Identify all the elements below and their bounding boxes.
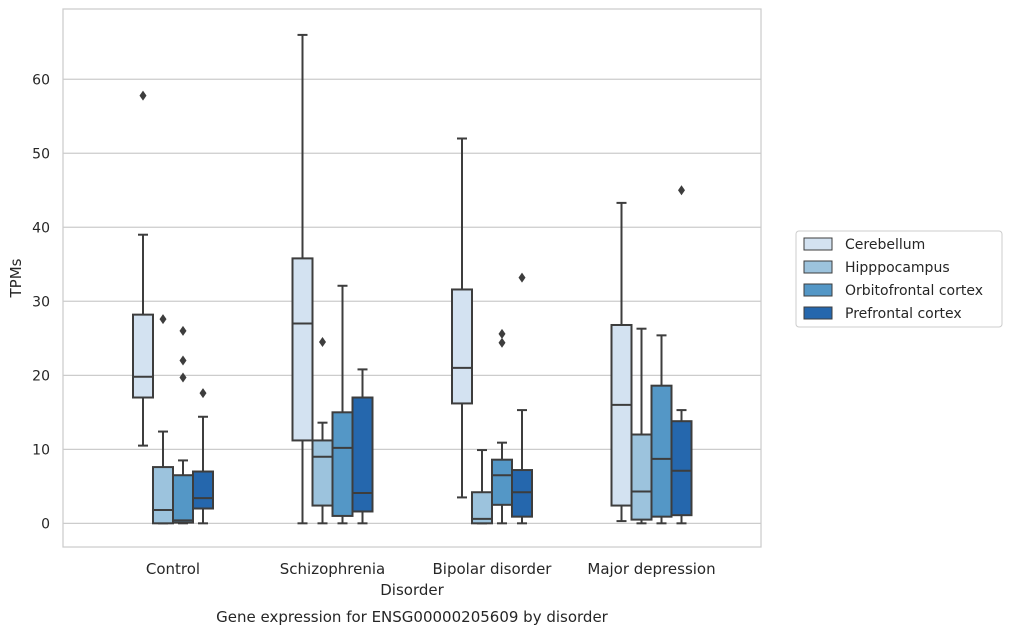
box-iqr (311, 439, 334, 507)
box-iqr (152, 466, 174, 525)
y-tick-labels: 0 10 20 30 40 50 60 (32, 72, 50, 532)
outlier-point (179, 355, 187, 366)
box-3-1 (351, 368, 374, 525)
outlier-point (139, 90, 147, 101)
box-2-2 (491, 328, 513, 525)
box-1-3 (630, 327, 653, 525)
box-iqr (610, 323, 633, 507)
x-axis-label: Disorder (380, 581, 444, 599)
legend-label: Hipppocampus (845, 260, 950, 276)
box-3-0 (192, 388, 214, 525)
outlier-point (498, 328, 506, 339)
y-tick-label: 20 (32, 368, 50, 384)
outlier-point (179, 325, 187, 336)
legend-frame (795, 230, 1003, 328)
outlier-point (319, 337, 326, 348)
y-tick-label: 40 (32, 220, 50, 236)
outlier-point (518, 272, 526, 283)
box-0-0 (132, 90, 154, 447)
box-iqr (650, 384, 673, 518)
y-tick-label: 0 (41, 516, 50, 532)
box-iqr (192, 470, 214, 510)
legend-label: Orbitofrontal cortex (845, 283, 983, 299)
y-tick-label: 30 (32, 294, 50, 310)
legend-swatch (803, 260, 833, 274)
y-tick-label: 60 (32, 72, 50, 88)
box-0-3 (610, 201, 633, 523)
box-iqr (351, 396, 374, 513)
x-tick-labels: Control Schizophrenia Bipolar disorder Majo… (146, 560, 716, 578)
x-tick-label: Bipolar disorder (433, 560, 553, 578)
box-0-1 (291, 33, 314, 525)
outlier-point (498, 337, 506, 348)
box-3-3 (670, 185, 693, 525)
x-tick-label: Schizophrenia (280, 560, 385, 578)
box-2-1 (331, 284, 354, 525)
legend: Cerebellum Hipppocampus Orbitofrontal cort… (795, 230, 1003, 328)
y-tick-label: 10 (32, 442, 50, 458)
box-iqr (132, 313, 154, 399)
box-3-2 (511, 272, 533, 525)
legend-label: Cerebellum (845, 237, 925, 253)
box-iqr (511, 469, 533, 518)
legend-swatch (803, 237, 833, 251)
box-iqr (670, 420, 693, 517)
x-tick-label: Major depression (587, 560, 715, 578)
outlier-point (179, 372, 187, 383)
legend-label: Prefrontal cortex (845, 306, 962, 322)
y-axis-label: TPMs (7, 258, 25, 298)
legend-swatch (803, 283, 833, 297)
box-iqr (451, 288, 473, 405)
box-1-2 (471, 449, 493, 525)
box-iqr (291, 257, 314, 442)
legend-swatch (803, 306, 833, 320)
outlier-point (159, 314, 167, 325)
box-groups (132, 33, 693, 525)
box-0-2 (451, 137, 473, 499)
outlier-point (199, 388, 207, 399)
box-iqr (630, 433, 653, 521)
box-2-0 (172, 325, 194, 525)
outlier-point (678, 185, 685, 196)
x-tick-label: Control (146, 560, 200, 578)
box-iqr (491, 458, 513, 506)
box-iqr (471, 491, 493, 525)
box-1-0 (152, 314, 174, 525)
figure-caption: Gene expression for ENSG00000205609 by d… (216, 608, 609, 626)
y-tick-label: 50 (32, 146, 50, 162)
box-iqr (172, 474, 194, 524)
box-iqr (331, 411, 354, 517)
